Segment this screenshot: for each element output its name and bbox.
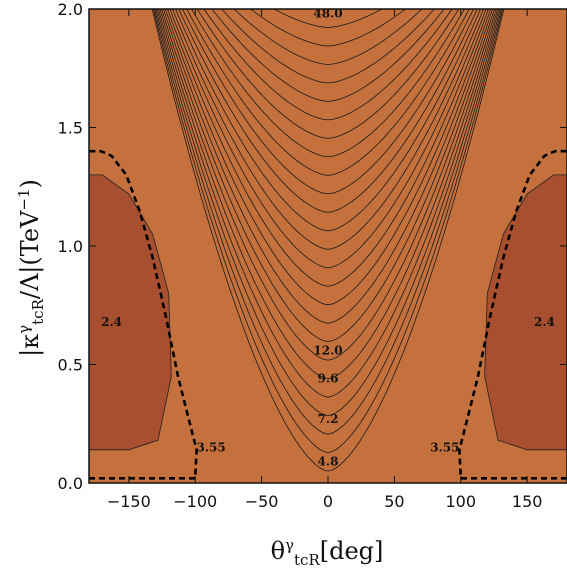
contour-line <box>169 9 487 269</box>
x-axis-title-main: θ <box>271 537 285 565</box>
contour-line <box>153 9 503 435</box>
y-tick-label: 2.0 <box>58 0 83 19</box>
contour-label: 3.55 <box>430 440 459 454</box>
x-axis-title-unit: [deg] <box>320 537 384 565</box>
contour-line <box>182 9 474 195</box>
contour-line <box>203 9 453 121</box>
contour-label: 2.4 <box>534 315 555 329</box>
contour-label: 2.4 <box>101 315 122 329</box>
plot-area <box>89 9 567 483</box>
x-tick-label: −100 <box>173 492 217 511</box>
contour-line <box>159 9 497 361</box>
contour-line <box>164 9 492 306</box>
contour-line <box>161 9 495 343</box>
y-axis-title-sub: tcR <box>29 298 47 324</box>
x-tick-label: 150 <box>512 492 543 511</box>
y-axis-title-sup: γ <box>15 325 33 334</box>
contour-line <box>175 9 481 232</box>
x-tick-label: −150 <box>107 492 151 511</box>
contour-band-lobe <box>484 174 567 450</box>
y-axis-title-prefix: |κ <box>16 334 45 357</box>
y-axis-title-sup2: −1 <box>15 188 33 210</box>
contour-line <box>178 9 478 213</box>
contour-lines <box>89 9 567 472</box>
y-tick-label: 0.5 <box>58 356 83 375</box>
contour-line <box>186 9 470 176</box>
x-axis: −150 −100 −50 0 50 100 150 <box>107 9 543 511</box>
contour-line-lobe <box>89 174 172 451</box>
contour-line <box>152 9 504 454</box>
contour-line <box>211 9 445 102</box>
contour-line <box>151 9 505 472</box>
contour-line <box>196 9 460 139</box>
x-axis-title-sub: tcR <box>294 551 320 569</box>
x-tick-label: 50 <box>384 492 404 511</box>
contour-label: 48.0 <box>313 7 342 21</box>
contour-line-lobe <box>484 174 567 451</box>
y-axis-title: |κγtcR/Λ|(TeV−1) <box>15 179 47 357</box>
dashed-contour-left <box>89 149 198 480</box>
x-tick-label: 0 <box>323 492 333 511</box>
x-axis-title-sup: γ <box>285 536 294 554</box>
x-tick-label: −50 <box>245 492 279 511</box>
y-tick-label: 1.5 <box>58 119 83 138</box>
contour-line <box>162 9 494 324</box>
contour-label: 9.6 <box>318 372 339 386</box>
y-tick-label: 1.0 <box>58 237 83 256</box>
contour-labels: 48.0 12.0 9.6 7.2 4.8 3.55 3.55 2.4 2.4 <box>101 7 555 469</box>
contour-line <box>172 9 484 250</box>
x-tick-label: 100 <box>446 492 477 511</box>
contour-line <box>273 9 383 28</box>
dashed-contour-3.55 <box>89 149 567 480</box>
x-axis-title: θγtcR[deg] <box>271 536 384 569</box>
dashed-contour-right <box>458 149 567 480</box>
contour-label: 3.55 <box>197 440 226 454</box>
contour-line <box>155 9 501 417</box>
contour-line <box>233 9 423 65</box>
contour-line <box>156 9 500 398</box>
y-axis-title-suffix: ) <box>16 179 44 188</box>
contour-band-lobe <box>89 174 172 450</box>
contour-label: 12.0 <box>313 343 342 357</box>
contour-line <box>157 9 499 380</box>
contour-line <box>249 9 407 47</box>
contour-line <box>167 9 489 287</box>
contour-line <box>221 9 435 84</box>
y-axis-title-mid: /Λ|(TeV <box>16 210 45 299</box>
contour-line <box>191 9 465 158</box>
y-axis: 0.0 0.5 1.0 1.5 2.0 <box>58 0 567 493</box>
contour-label: 4.8 <box>318 455 339 469</box>
y-tick-label: 0.0 <box>58 474 83 493</box>
contour-label: 7.2 <box>318 412 339 426</box>
